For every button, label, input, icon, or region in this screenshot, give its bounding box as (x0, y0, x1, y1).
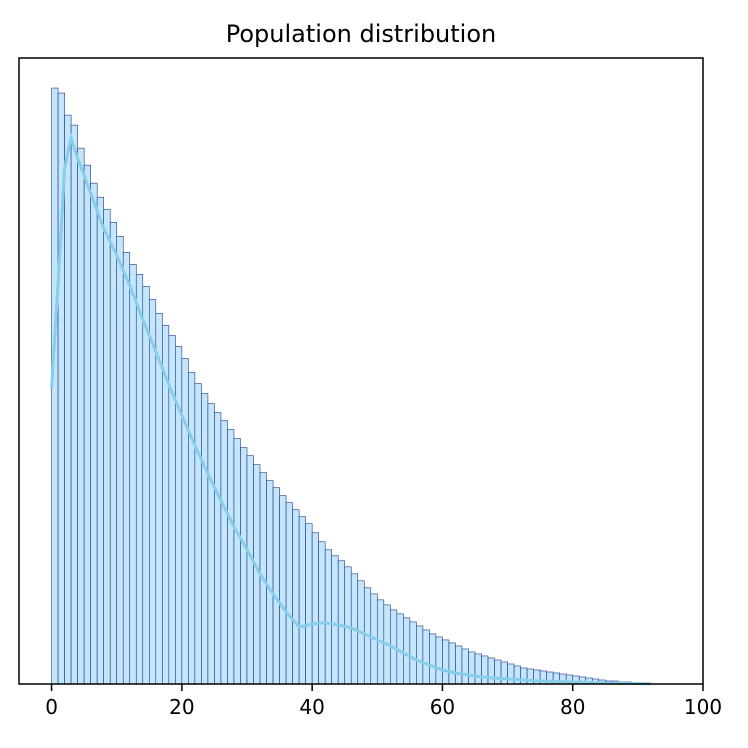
histogram-bar (64, 114, 72, 685)
histogram-bar (331, 555, 339, 685)
x-axis-ticks: 0 20 40 60 80 100 (45, 684, 722, 719)
histogram-bar (246, 455, 254, 685)
histogram-bar (201, 393, 209, 685)
histogram-bar (90, 182, 98, 685)
histogram-bar (474, 653, 482, 685)
histogram-bar (220, 420, 228, 685)
x-tick-label: 40 (299, 695, 324, 719)
histogram-bar (240, 447, 248, 685)
histogram-bar (175, 346, 183, 685)
histogram-bar (188, 372, 196, 685)
histogram-bar (96, 196, 104, 685)
histogram-bar (337, 560, 346, 685)
histogram-bar (481, 655, 489, 685)
histogram-bar (266, 480, 274, 685)
x-tick-label: 60 (430, 695, 455, 719)
histogram-bar (416, 625, 424, 685)
histogram-bar (311, 532, 319, 685)
histogram-bar (305, 523, 313, 685)
histogram-bars (51, 87, 652, 685)
x-tick-label: 100 (684, 695, 722, 719)
histogram-bar (285, 502, 293, 685)
histogram-bar (194, 383, 202, 685)
histogram-bar (129, 264, 137, 685)
histogram-bar (109, 221, 118, 685)
histogram-bar (298, 516, 306, 685)
x-tick-label: 20 (169, 695, 194, 719)
histogram-bar (83, 164, 91, 685)
histogram-bar (122, 252, 131, 685)
histogram-bar (461, 648, 469, 685)
x-tick-label: 0 (45, 695, 58, 719)
histogram-bar (77, 147, 85, 685)
histogram-bar (513, 665, 521, 685)
histogram-bar (214, 412, 222, 685)
histogram-bar (500, 661, 508, 685)
histogram-bar (292, 509, 300, 685)
histogram-bar (494, 659, 502, 685)
histogram-bar (279, 495, 287, 685)
histogram-bar (455, 645, 463, 685)
histogram-bar (429, 633, 437, 685)
plot-frame (18, 57, 704, 685)
histogram-bar (135, 274, 144, 685)
histogram-bar (272, 487, 280, 685)
histogram-bar (142, 286, 150, 685)
chart-title: Population distribution (226, 20, 497, 48)
histogram-bar (148, 299, 157, 685)
histogram-bar (181, 358, 189, 685)
histogram-bar (318, 541, 326, 685)
histogram-bar (507, 663, 515, 685)
histogram-bar (207, 403, 215, 685)
histogram-bar (422, 629, 430, 685)
histogram-bar (435, 636, 443, 685)
histogram-bar (227, 429, 235, 685)
histogram-bar (70, 124, 78, 685)
histogram-bar (442, 639, 450, 685)
kde-line (50, 132, 651, 686)
histogram-bar (103, 208, 111, 685)
histogram-bar (487, 657, 495, 685)
histogram-bar (468, 651, 476, 685)
histogram-bar (403, 617, 411, 685)
histogram-bar (448, 642, 456, 685)
histogram-bar (233, 438, 241, 685)
histogram-bar (116, 235, 124, 685)
histogram-bar (324, 549, 332, 685)
x-tick-label: 80 (560, 695, 585, 719)
histogram-bar (409, 621, 417, 685)
